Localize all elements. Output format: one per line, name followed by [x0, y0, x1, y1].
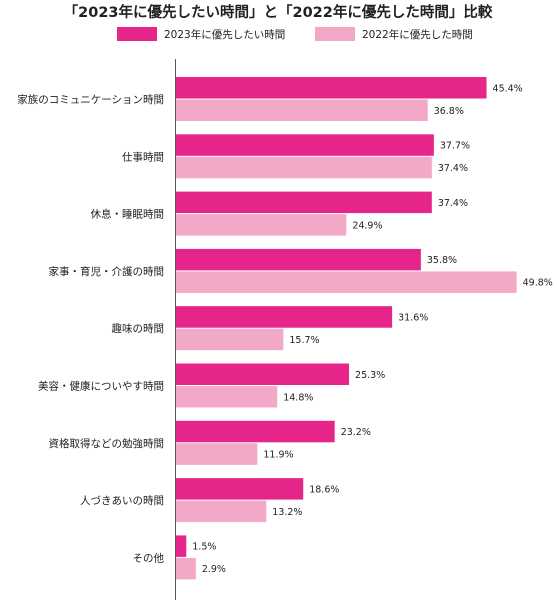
value-label: 25.3%	[355, 370, 385, 381]
value-label: 2.9%	[202, 564, 226, 575]
bar-2023	[176, 420, 335, 443]
category-label: 家事・育児・介護の時間	[49, 265, 165, 278]
category-label: その他	[133, 551, 165, 564]
bar-2022	[176, 557, 196, 580]
legend-label-2022: 2022年に優先した時間	[362, 28, 473, 41]
value-label: 36.8%	[434, 106, 464, 117]
bar-2023	[176, 191, 432, 214]
value-label: 24.9%	[352, 220, 382, 231]
value-label: 37.4%	[438, 198, 468, 209]
bar-2022	[176, 443, 258, 465]
category-label: 資格取得などの勉強時間	[49, 437, 165, 450]
value-label: 15.7%	[289, 335, 319, 346]
legend: 2023年に優先したい時間 2022年に優先した時間	[117, 27, 473, 41]
category-label: 人づきあいの時間	[80, 495, 164, 507]
bar-2023	[176, 478, 304, 500]
value-label: 14.8%	[283, 392, 313, 403]
plot-area: 家族のコミュニケーション時間 45.4% 36.8% 仕事時間 37.7% 37.4% 休息…	[17, 77, 553, 580]
category-label: 仕事時間	[122, 150, 164, 163]
bar-2023	[176, 134, 434, 156]
value-label: 23.2%	[341, 427, 371, 438]
category-label: 美容・健康についやす時間	[38, 380, 164, 393]
value-label: 13.2%	[272, 507, 302, 518]
legend-swatch-2023	[117, 27, 157, 41]
value-label: 37.4%	[438, 163, 468, 174]
value-label: 45.4%	[493, 83, 523, 94]
bar-2023	[176, 248, 421, 271]
bar-2022	[176, 271, 517, 293]
bar-2022	[176, 386, 278, 408]
bar-2022	[176, 500, 267, 523]
value-label: 35.8%	[427, 255, 457, 266]
value-label: 18.6%	[309, 484, 339, 495]
value-label: 49.8%	[523, 278, 553, 289]
bar-2022	[176, 156, 432, 179]
bar-2023	[176, 535, 187, 557]
legend-swatch-2022	[315, 27, 355, 41]
bar-2022	[176, 214, 347, 236]
bar-2023	[176, 306, 393, 328]
value-label: 11.9%	[263, 450, 293, 461]
value-label: 1.5%	[192, 542, 216, 553]
category-label: 趣味の時間	[112, 322, 165, 335]
category-label: 家族のコミュニケーション時間	[17, 93, 164, 106]
bar-2022	[176, 328, 284, 351]
legend-label-2023: 2023年に優先したい時間	[164, 28, 285, 41]
value-label: 31.6%	[398, 312, 428, 323]
chart-title: 「2023年に優先したい時間」と「2022年に優先した時間」比較	[64, 3, 493, 21]
bar-2023	[176, 77, 487, 99]
value-label: 37.7%	[440, 141, 470, 152]
category-label: 休息・睡眠時間	[91, 208, 165, 221]
bar-2023	[176, 363, 350, 385]
bar-2022	[176, 99, 428, 121]
